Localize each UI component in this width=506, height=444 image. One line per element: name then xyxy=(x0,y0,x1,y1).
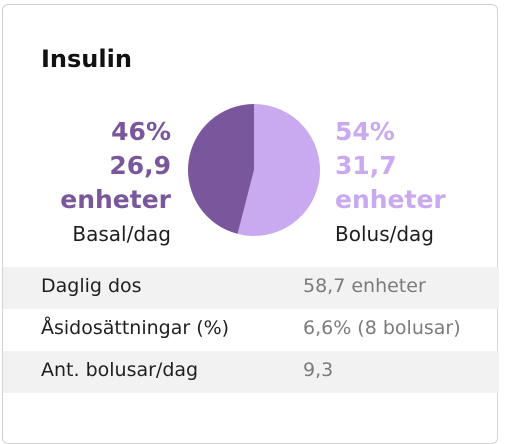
stats-value: 6,6% (8 bolusar) xyxy=(303,317,461,339)
stats-row-daily-dose: Daglig dos 58,7 enheter xyxy=(3,267,499,309)
basal-percent: 46% xyxy=(111,117,171,146)
stats-value: 58,7 enheter xyxy=(303,275,426,297)
bolus-percent: 54% xyxy=(335,117,395,146)
basal-summary: 46% 26,9 enheter Basal/dag xyxy=(3,115,171,249)
basal-units: 26,9 xyxy=(109,151,171,180)
bolus-units-label: enheter xyxy=(335,185,446,214)
stats-value: 9,3 xyxy=(303,359,334,381)
bolus-units: 31,7 xyxy=(335,151,397,180)
card-title: Insulin xyxy=(41,45,132,73)
bolus-summary: 54% 31,7 enheter Bolus/dag xyxy=(335,115,495,249)
pie-slice-basal xyxy=(188,104,254,234)
insulin-stats-table: Daglig dos 58,7 enheter Åsidosättningar … xyxy=(3,267,499,393)
pie-slice-bolus xyxy=(237,104,320,236)
basal-caption: Basal/dag xyxy=(72,222,171,246)
basal-bolus-pie-chart xyxy=(188,104,320,236)
stats-label: Ant. bolusar/dag xyxy=(41,359,199,381)
insulin-card: Insulin 46% 26,9 enheter Basal/dag 54% 3… xyxy=(2,4,499,444)
basal-units-label: enheter xyxy=(60,185,171,214)
stats-label: Åsidosättningar (%) xyxy=(41,317,230,339)
stats-row-boluses-per-day: Ant. bolusar/dag 9,3 xyxy=(3,351,499,393)
stats-row-overrides: Åsidosättningar (%) 6,6% (8 bolusar) xyxy=(3,309,499,351)
bolus-caption: Bolus/dag xyxy=(335,222,434,246)
stats-label: Daglig dos xyxy=(41,275,142,297)
